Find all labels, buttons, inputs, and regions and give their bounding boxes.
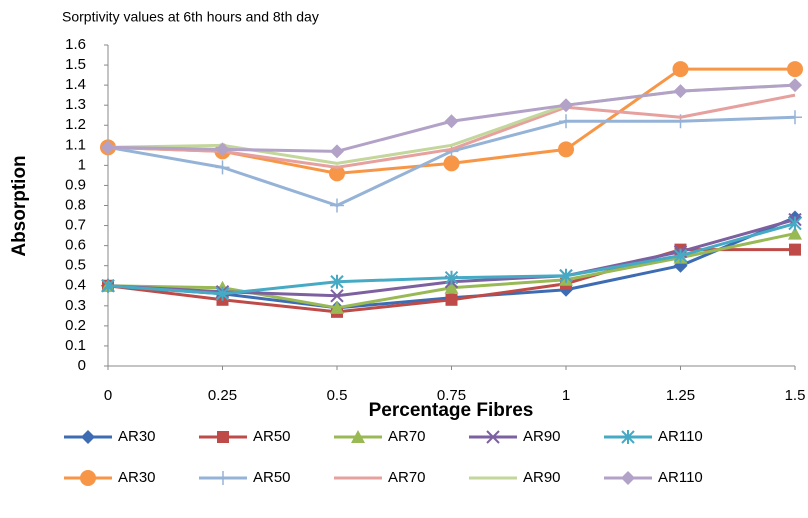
marker <box>101 140 115 155</box>
marker <box>621 471 635 485</box>
y-tick-label: 1 <box>78 156 86 173</box>
marker <box>672 61 689 78</box>
y-tick-label: 1.1 <box>65 136 86 153</box>
y-tick-label: 0.8 <box>65 196 86 213</box>
y-tick-label: 0 <box>78 357 86 374</box>
marker <box>673 84 688 99</box>
marker <box>673 248 688 263</box>
legend-label: AR110 <box>658 469 703 486</box>
x-tick-label: 1.25 <box>666 387 695 404</box>
marker <box>788 226 802 240</box>
y-axis-title: Absorption <box>9 155 30 256</box>
marker <box>330 300 344 314</box>
legend-label: AR30 <box>118 469 156 486</box>
y-tick-label: 1.3 <box>65 96 86 113</box>
x-tick-label: 1.5 <box>785 387 806 404</box>
y-tick-label: 1.2 <box>65 116 86 133</box>
legend-label: AR30 <box>118 428 156 445</box>
y-tick-label: 0.5 <box>65 257 86 274</box>
marker <box>330 198 344 213</box>
marker <box>215 160 230 175</box>
marker <box>788 110 802 125</box>
marker <box>330 274 344 289</box>
marker <box>443 155 460 172</box>
x-tick-label: 0 <box>104 387 112 404</box>
legend-label: AR50 <box>253 469 291 486</box>
marker <box>445 293 458 306</box>
marker <box>215 142 230 157</box>
legend-label: AR50 <box>253 428 291 445</box>
marker <box>215 286 230 301</box>
marker <box>559 114 573 129</box>
legend-item: AR90 <box>469 428 561 445</box>
marker <box>621 430 635 444</box>
marker <box>351 430 365 443</box>
legend-item: AR90 <box>469 469 561 486</box>
marker <box>216 471 230 485</box>
y-tick-label: 0.1 <box>65 337 86 354</box>
legend-item: AR70 <box>334 428 426 445</box>
marker <box>558 141 574 158</box>
x-axis-title: Percentage Fibres <box>369 400 534 421</box>
marker <box>788 78 802 93</box>
marker <box>787 61 803 78</box>
legend-item: AR50 <box>199 428 291 445</box>
marker <box>80 470 96 486</box>
y-tick-label: 0.3 <box>65 297 86 314</box>
marker <box>444 280 459 294</box>
marker <box>101 278 115 293</box>
legend-item: AR30 <box>64 469 156 486</box>
legend-item: AR110 <box>604 469 703 486</box>
x-tick-label: 0.5 <box>327 387 348 404</box>
y-tick-label: 1.4 <box>65 76 86 93</box>
legend-item: AR30 <box>64 428 156 445</box>
legend-item: AR110 <box>604 428 703 445</box>
y-tick-label: 0.2 <box>65 317 86 334</box>
marker <box>330 144 344 159</box>
marker <box>559 98 573 113</box>
x-tick-label: 0.25 <box>208 387 237 404</box>
marker <box>789 243 801 256</box>
x-tick-label: 0.75 <box>437 387 466 404</box>
y-tick-label: 0.7 <box>65 217 86 234</box>
series <box>101 216 802 301</box>
y-tick-label: 0.9 <box>65 176 86 193</box>
y-tick-label: 1.5 <box>65 56 86 73</box>
y-tick-label: 0.6 <box>65 237 86 254</box>
x-tick-label: 1 <box>562 387 570 404</box>
legend-label: AR110 <box>658 428 703 445</box>
legend-item: AR50 <box>199 469 291 486</box>
marker <box>217 431 229 443</box>
marker <box>329 165 345 182</box>
series <box>101 78 802 159</box>
marker <box>81 430 95 444</box>
marker <box>788 216 802 231</box>
marker <box>444 114 459 129</box>
marker <box>559 268 573 283</box>
marker <box>444 270 459 285</box>
marker <box>330 289 344 303</box>
chart-title: Sorptivity values at 6th hours and 8th d… <box>62 9 319 25</box>
y-tick-label: 1.6 <box>65 36 86 53</box>
legend-label: AR90 <box>523 428 561 445</box>
marker <box>486 430 500 444</box>
legend-item: AR70 <box>334 469 426 486</box>
legend-label: AR70 <box>388 428 426 445</box>
y-tick-label: 0.4 <box>65 277 86 294</box>
legend-label: AR70 <box>388 469 426 486</box>
legend-label: AR90 <box>523 469 561 486</box>
